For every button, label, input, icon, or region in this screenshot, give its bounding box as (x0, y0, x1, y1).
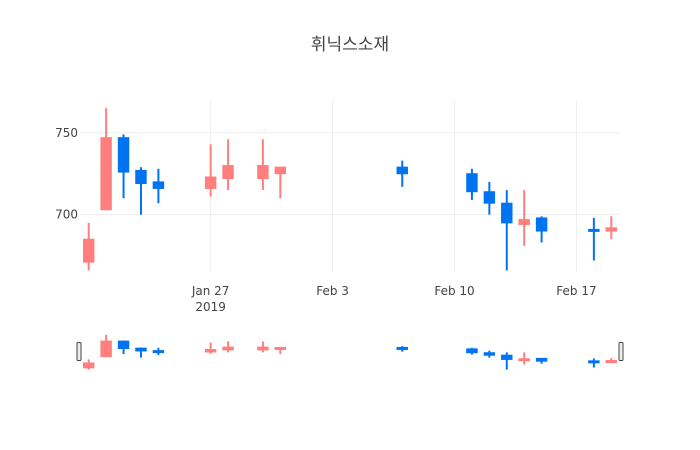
candle-body (535, 217, 548, 232)
slider-candle-body (274, 346, 287, 350)
slider-candle-body (588, 360, 600, 364)
candle-body (483, 191, 496, 204)
x-tick-label: Feb 10 (434, 284, 474, 298)
slider-candle-body (135, 347, 147, 352)
range-slider-right-handle[interactable] (618, 342, 624, 361)
candle-body (466, 173, 478, 193)
candle-body (396, 166, 408, 175)
candle (518, 190, 530, 246)
y-tick-label: 750 (55, 126, 78, 140)
grid-lines (80, 100, 620, 272)
slider-candle-body (152, 350, 165, 354)
slider-candle (501, 352, 513, 370)
x-tick-label: Feb 17 (556, 284, 596, 298)
slider-candle-body (117, 340, 130, 350)
candle (274, 166, 287, 199)
candle (204, 144, 217, 197)
candle-body (100, 137, 112, 211)
slider-candle-body (222, 346, 234, 351)
candle-body (135, 169, 147, 185)
slider-candle (396, 346, 408, 352)
candle (588, 217, 600, 261)
slider-candle-body (257, 346, 269, 351)
range-slider-left-handle[interactable] (76, 342, 82, 361)
slider-candle (466, 347, 478, 355)
slider-candle-body (483, 352, 496, 356)
slider-candle-body (501, 354, 513, 360)
x-tick-label: Feb 3 (316, 284, 349, 298)
slider-candle-body (518, 358, 530, 362)
candle (535, 216, 548, 243)
slider-candle-body (535, 357, 548, 362)
candle (501, 190, 513, 271)
slider-candle (152, 347, 165, 356)
candle (152, 168, 165, 204)
candles (82, 108, 618, 271)
slider-candle (204, 342, 217, 354)
candle-body (257, 165, 269, 180)
slider-candle (605, 358, 618, 363)
x-tick-label: Jan 27 (191, 284, 230, 298)
candle (605, 216, 618, 240)
candle (100, 108, 112, 211)
candle-body (82, 238, 95, 263)
candle (257, 139, 269, 191)
candle (117, 134, 130, 199)
slider-candle (222, 341, 234, 353)
candle-body (501, 202, 513, 224)
x-axis: Jan 27 2019 Feb 3 Feb 10 Feb 17 (191, 284, 597, 314)
candle (396, 160, 408, 187)
candle-body (274, 166, 287, 175)
slider-candle-body (605, 359, 618, 363)
candle (135, 167, 147, 215)
slider-candle-body (396, 346, 408, 350)
candle-body (605, 227, 618, 232)
slider-candle (518, 352, 530, 365)
candle-body (117, 137, 130, 173)
slider-candle (483, 350, 496, 358)
candle (466, 168, 478, 200)
y-tick-label: 700 (55, 208, 78, 222)
x-tick-sublabel: 2019 (195, 300, 226, 314)
candle-body (588, 228, 600, 232)
slider-candle (588, 358, 600, 368)
slider-candle (535, 357, 548, 364)
candle-body (204, 176, 217, 189)
candle (222, 139, 234, 191)
y-axis: 700 750 (55, 126, 78, 222)
slider-candle (274, 346, 287, 355)
candle-body (222, 165, 234, 180)
slider-candle (82, 359, 95, 370)
slider-candle (117, 340, 130, 355)
chart-title: 휘닉스소재 (311, 35, 389, 55)
candle (483, 181, 496, 215)
slider-candle-body (100, 340, 112, 358)
candle-body (518, 219, 530, 225)
slider-candle-body (466, 348, 478, 354)
slider-candle-body (82, 362, 95, 369)
candle-body (152, 181, 165, 189)
slider-candle (257, 341, 269, 353)
slider-candle-body (204, 349, 217, 353)
slider-candle (100, 334, 112, 358)
slider-candle (135, 347, 147, 358)
candle (82, 222, 95, 271)
range-slider[interactable] (76, 334, 624, 370)
